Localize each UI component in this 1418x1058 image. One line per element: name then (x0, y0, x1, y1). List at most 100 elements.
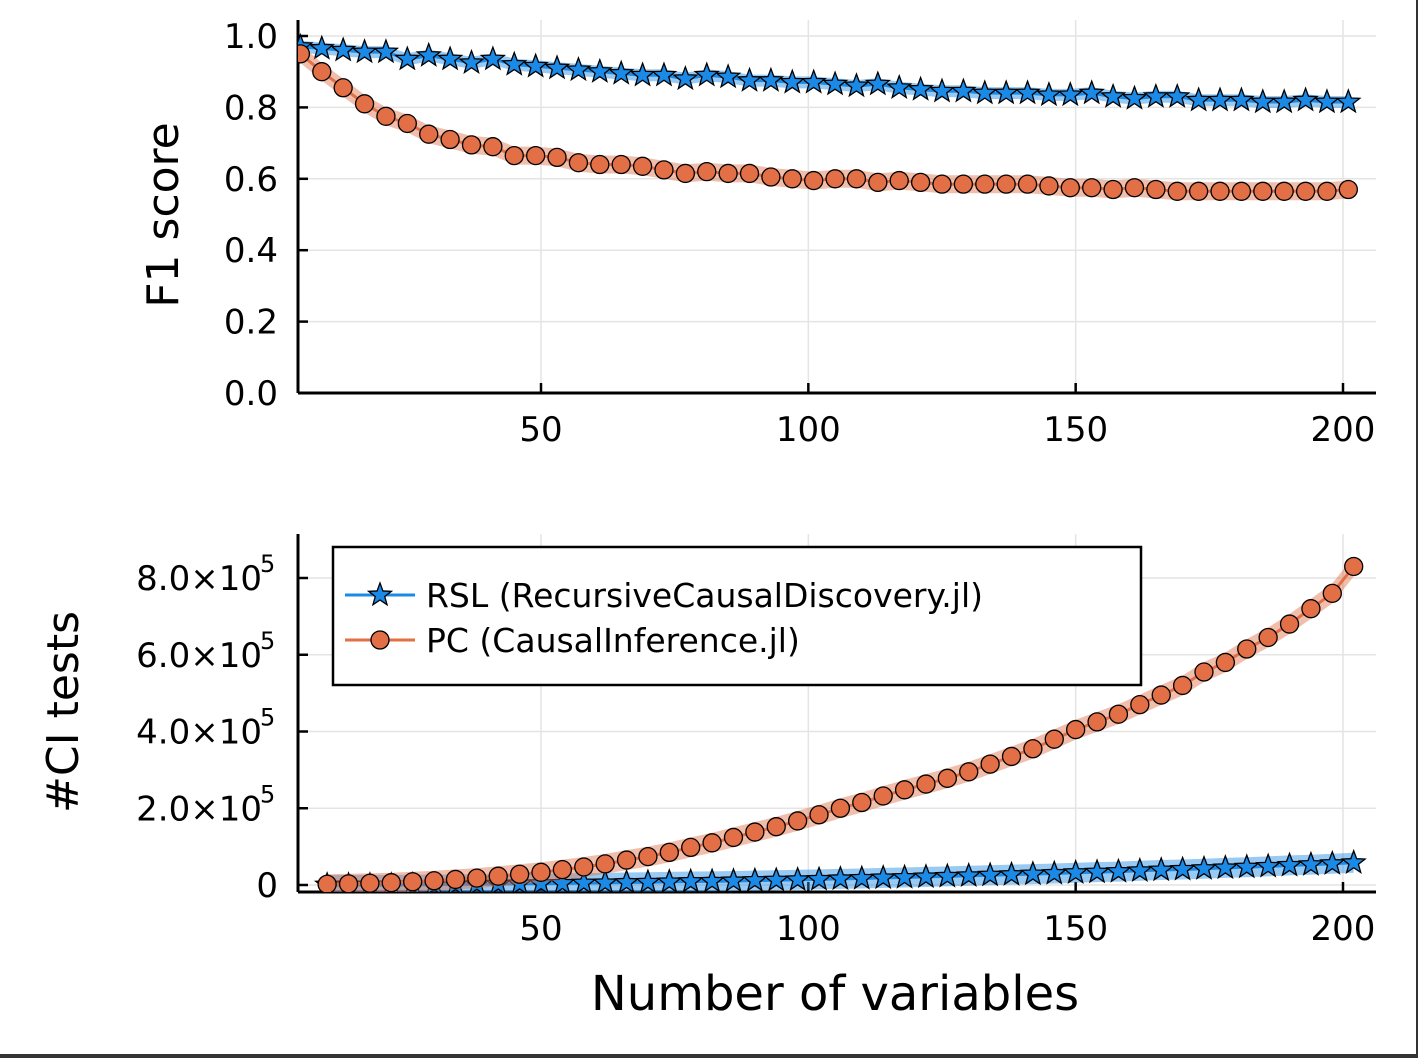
f1-axes (296, 20, 1376, 395)
data-point-star (308, 34, 335, 60)
data-point-circle (654, 160, 674, 180)
data-point-circle (526, 145, 546, 166)
data-point-star (779, 68, 806, 94)
data-point-star (821, 70, 849, 96)
data-point-star (976, 861, 1004, 887)
data-point-circle (852, 792, 872, 813)
data-point-star (741, 866, 769, 892)
ci-series (313, 556, 1367, 892)
data-point-circle (1172, 675, 1193, 696)
y-tick-label: 6.0×10 (136, 636, 262, 676)
data-point-circle (1279, 614, 1300, 634)
data-point-circle (360, 873, 380, 892)
data-point-circle (1044, 729, 1064, 749)
data-point-star (351, 38, 378, 64)
data-point-star (677, 867, 704, 892)
data-point-circle (632, 156, 653, 176)
data-point-star (1142, 82, 1170, 108)
data-point-star (629, 61, 656, 87)
data-point-star (693, 61, 720, 87)
data-point-circle (830, 798, 851, 818)
x-tick-label: 150 (1043, 909, 1108, 949)
data-point-star (501, 50, 528, 76)
data-point-circle (1087, 712, 1107, 732)
data-point-circle (1317, 181, 1337, 201)
data-point-star (522, 52, 549, 78)
y-tick-label: 0.6 (224, 160, 278, 200)
data-point-star (415, 41, 442, 67)
data-point-star (1335, 88, 1362, 114)
data-point-circle (376, 106, 396, 126)
data-point-circle (488, 866, 508, 886)
data-point-star (955, 861, 982, 888)
data-point-circle (932, 174, 952, 194)
data-point-star (698, 867, 726, 892)
data-point-circle (1231, 181, 1252, 201)
data-point-circle (980, 754, 1000, 774)
data-point-circle (1017, 174, 1038, 194)
data-point-star (586, 57, 614, 83)
data-point-star (1099, 82, 1127, 108)
data-point-circle (440, 129, 460, 150)
data-point-circle (889, 170, 909, 191)
x-tick-label: 50 (519, 909, 562, 949)
y-tick-label: 0.0 (224, 374, 278, 414)
data-point-circle (809, 805, 829, 825)
data-point-circle (461, 135, 482, 155)
data-point-star (736, 66, 763, 92)
data-point-circle (996, 174, 1016, 194)
data-point-star (672, 64, 699, 91)
data-point-circle (1023, 739, 1043, 759)
data-point-star (1164, 82, 1191, 108)
data-point-circle (445, 869, 466, 890)
data-point-circle (1258, 627, 1278, 648)
data-point-circle (1188, 181, 1209, 201)
data-point-star (1041, 859, 1068, 885)
data-point-circle (1108, 704, 1129, 724)
data-point-star (912, 863, 940, 889)
data-point-circle (1344, 556, 1364, 577)
data-point-star (1126, 856, 1154, 883)
data-point-circle (483, 137, 503, 157)
data-point-star (1148, 856, 1175, 882)
ci-x-ticks: 50 100 150 200 (519, 882, 1375, 949)
data-point-circle (1253, 181, 1273, 201)
data-point-circle (590, 154, 610, 175)
data-point-circle (1146, 179, 1166, 200)
data-point-circle (333, 78, 353, 98)
y-tick-label: 1.0 (224, 17, 278, 57)
data-point-star (1035, 81, 1063, 107)
data-point-star (570, 869, 597, 892)
data-point-star (1105, 857, 1132, 883)
data-point-star (714, 63, 742, 89)
data-point-circle (975, 174, 995, 194)
data-point-star (1062, 858, 1089, 884)
data-point-circle (1039, 176, 1059, 196)
data-point-circle (638, 846, 658, 867)
data-point-circle (804, 170, 824, 191)
data-point-star (1276, 851, 1303, 877)
y-tick-label: 2.0×10 (136, 789, 262, 829)
data-point-circle (1167, 181, 1187, 201)
data-point-circle (873, 786, 893, 806)
data-point-circle (697, 162, 717, 182)
data-point-circle (1338, 179, 1358, 200)
data-point-circle (910, 172, 931, 193)
data-point-star (1313, 88, 1341, 114)
data-point-star (1249, 88, 1276, 114)
data-point-circle (419, 124, 439, 144)
data-point-star (805, 865, 833, 891)
data-point-star (372, 38, 400, 64)
ci-axes (296, 534, 1376, 894)
data-point-circle (1001, 746, 1022, 767)
data-point-star (549, 869, 576, 892)
data-point-star (992, 79, 1020, 105)
data-point-star (886, 73, 913, 99)
y-tick-exponent: 5 (260, 550, 275, 578)
legend-circle-marker (370, 630, 390, 650)
legend-label: RSL (RecursiveCausalDiscovery.jl) (426, 576, 983, 615)
data-point-star (1185, 86, 1212, 112)
f1-x-ticks: 50 100 150 200 (519, 383, 1375, 450)
data-point-star (950, 77, 977, 103)
